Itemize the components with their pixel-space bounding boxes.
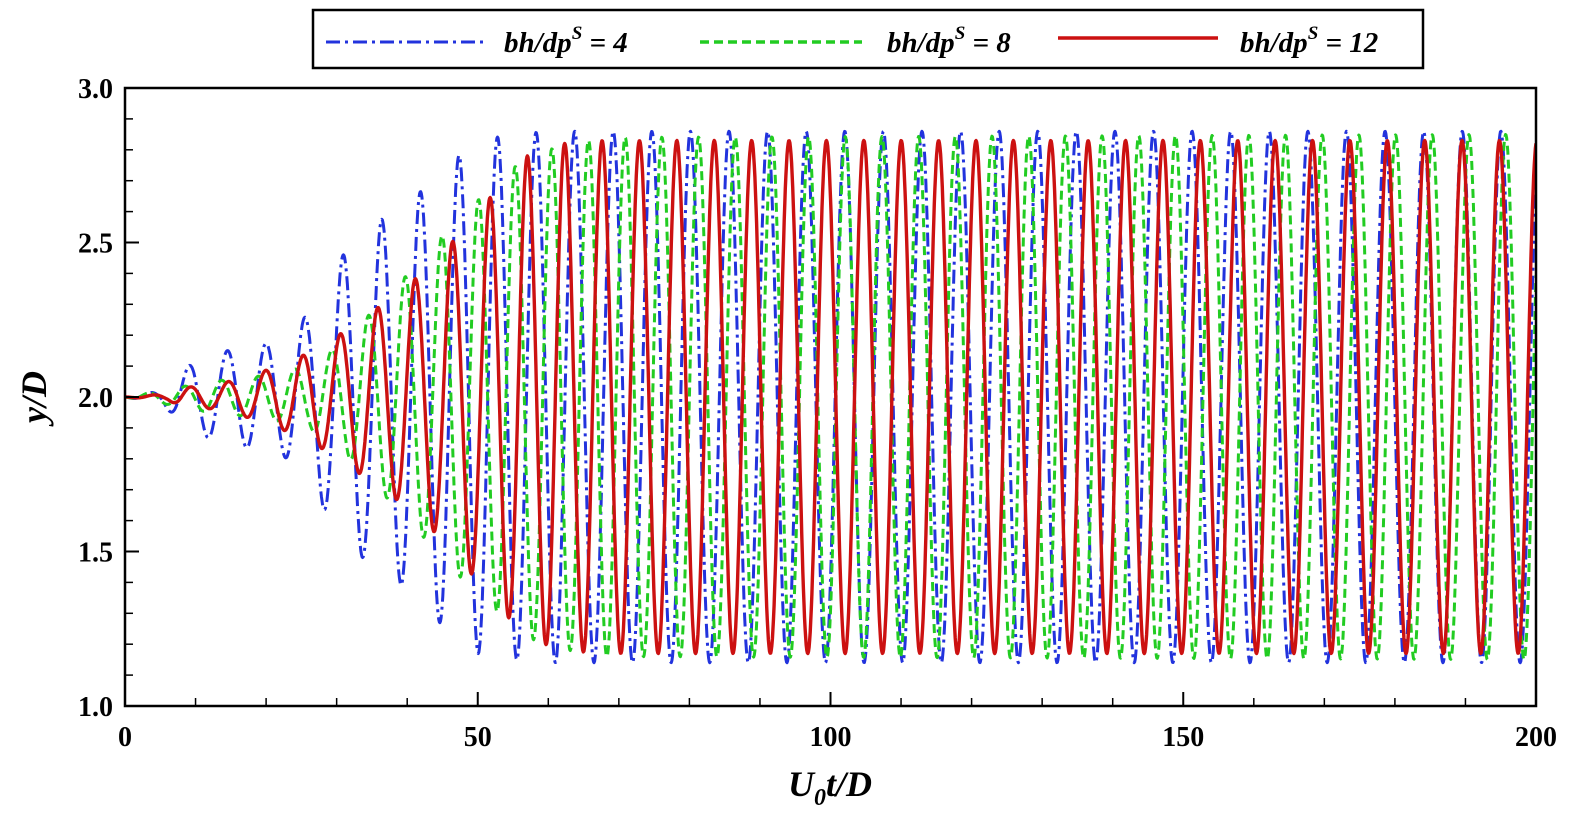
plot-area (123, 86, 1538, 708)
y-tick-label: 1.5 (78, 538, 113, 569)
legend-label-series-1: bh/dpS = 4 (504, 23, 628, 59)
legend-label-series-2: bh/dpS = 8 (887, 23, 1011, 59)
x-tick-label: 200 (1515, 722, 1557, 753)
y-tick-label: 2.5 (78, 229, 113, 260)
x-tick-label: 50 (464, 722, 492, 753)
legend: bh/dpS = 4 bh/dpS = 8 bh/dpS = 12 (311, 8, 1425, 70)
legend-box (311, 8, 1425, 70)
x-axis-title: U0t/D (788, 764, 872, 811)
series-line-3 (125, 138, 1536, 656)
x-tick-label: 100 (810, 722, 852, 753)
y-tick-label: 1.0 (78, 692, 113, 723)
y-axis-title: y/D (14, 371, 54, 427)
y-tick-label: 2.0 (78, 383, 113, 414)
legend-label-series-3: bh/dpS = 12 (1240, 23, 1378, 59)
axis-ticks (124, 87, 1537, 707)
axis-tick-labels: 0 50 100 150 200 1.0 1.5 2.0 2.5 3.0 (78, 74, 1557, 753)
series-layer (125, 129, 1536, 665)
y-tick-label: 3.0 (78, 74, 113, 105)
series-line-2 (125, 133, 1536, 661)
x-tick-label: 150 (1162, 722, 1204, 753)
x-tick-label: 0 (118, 722, 132, 753)
